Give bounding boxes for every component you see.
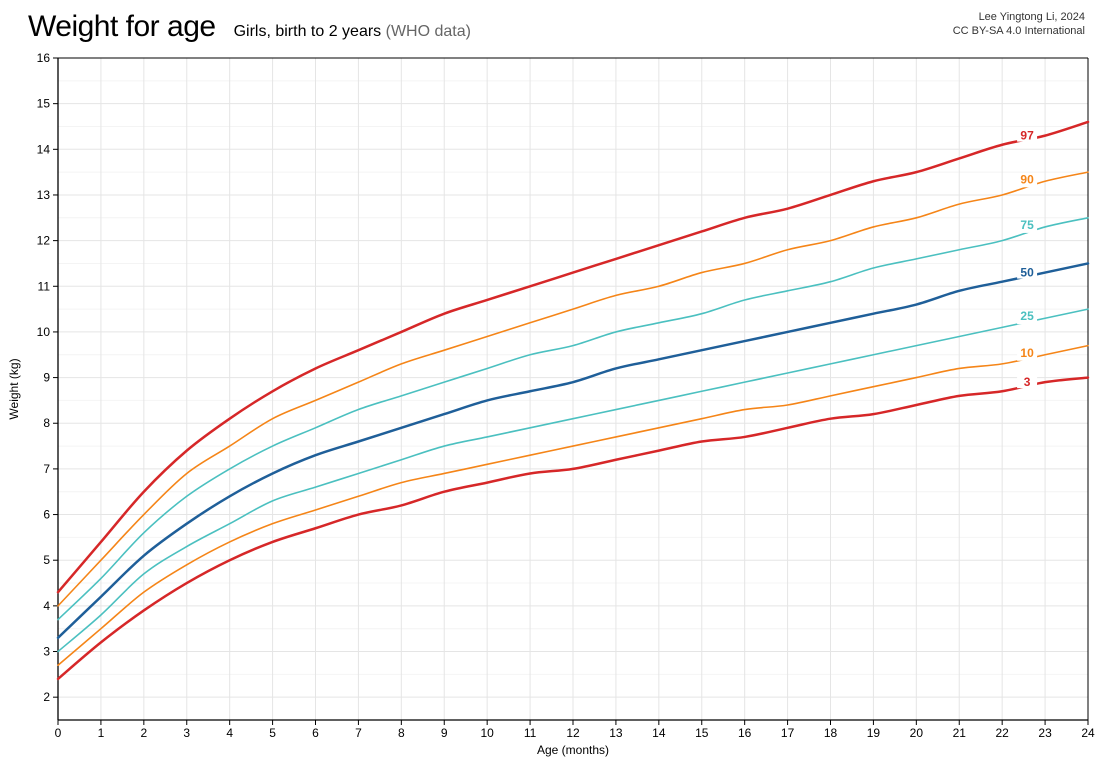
y-tick-label: 8 [43,416,50,430]
x-tick-label: 3 [183,726,190,740]
y-tick-label: 2 [43,690,50,704]
y-tick-label: 6 [43,508,50,522]
x-tick-label: 24 [1081,726,1095,740]
y-tick-label: 4 [43,599,50,613]
x-tick-label: 15 [695,726,709,740]
percentile-label-P75: 75 [1020,218,1034,232]
x-tick-label: 19 [867,726,881,740]
percentile-label-P90: 90 [1020,172,1034,186]
y-tick-label: 15 [37,97,51,111]
x-tick-label: 7 [355,726,362,740]
chart-container: Weight for age Girls, birth to 2 years (… [0,0,1105,764]
y-tick-label: 10 [37,325,51,339]
x-tick-label: 2 [140,726,147,740]
percentile-label-P3: 3 [1024,375,1031,389]
y-tick-label: 14 [37,142,51,156]
y-tick-label: 11 [38,279,51,293]
x-tick-label: 20 [910,726,924,740]
y-tick-label: 5 [43,553,50,567]
x-tick-label: 18 [824,726,838,740]
x-tick-label: 14 [652,726,666,740]
x-tick-label: 8 [398,726,405,740]
x-tick-label: 23 [1038,726,1052,740]
growth-chart: 0123456789101112131415161718192021222324… [0,0,1105,764]
x-axis-label: Age (months) [537,743,609,757]
x-tick-label: 11 [524,726,537,740]
x-tick-label: 0 [55,726,62,740]
x-tick-label: 4 [226,726,233,740]
x-tick-label: 21 [953,726,967,740]
x-tick-label: 17 [781,726,795,740]
percentile-label-P10: 10 [1020,346,1034,360]
y-axis-label: Weight (kg) [7,358,21,419]
percentile-label-P97: 97 [1020,129,1034,143]
y-tick-label: 3 [43,645,50,659]
y-tick-label: 9 [43,371,50,385]
x-tick-label: 13 [609,726,623,740]
percentile-label-P50: 50 [1020,266,1034,280]
y-tick-label: 7 [43,462,50,476]
percentile-label-P25: 25 [1020,309,1034,323]
x-tick-label: 22 [995,726,1009,740]
y-tick-label: 13 [37,188,51,202]
x-tick-label: 9 [441,726,448,740]
y-tick-label: 16 [37,51,51,65]
y-tick-label: 12 [37,234,51,248]
x-tick-label: 12 [566,726,580,740]
x-tick-label: 10 [480,726,494,740]
x-tick-label: 5 [269,726,276,740]
x-tick-label: 1 [98,726,105,740]
x-tick-label: 6 [312,726,319,740]
x-tick-label: 16 [738,726,752,740]
